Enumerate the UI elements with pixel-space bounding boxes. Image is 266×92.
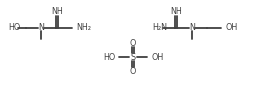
Text: OH: OH bbox=[225, 23, 237, 32]
Text: S: S bbox=[130, 53, 136, 61]
Text: HO: HO bbox=[8, 23, 20, 32]
Text: HO: HO bbox=[103, 53, 115, 61]
Text: H₂N: H₂N bbox=[152, 23, 167, 32]
Text: O: O bbox=[130, 67, 136, 76]
Text: NH: NH bbox=[51, 7, 63, 15]
Text: NH: NH bbox=[170, 7, 182, 15]
Text: OH: OH bbox=[151, 53, 163, 61]
Text: N: N bbox=[38, 23, 44, 32]
Text: O: O bbox=[130, 38, 136, 47]
Text: N: N bbox=[189, 23, 195, 32]
Text: NH₂: NH₂ bbox=[76, 23, 91, 32]
